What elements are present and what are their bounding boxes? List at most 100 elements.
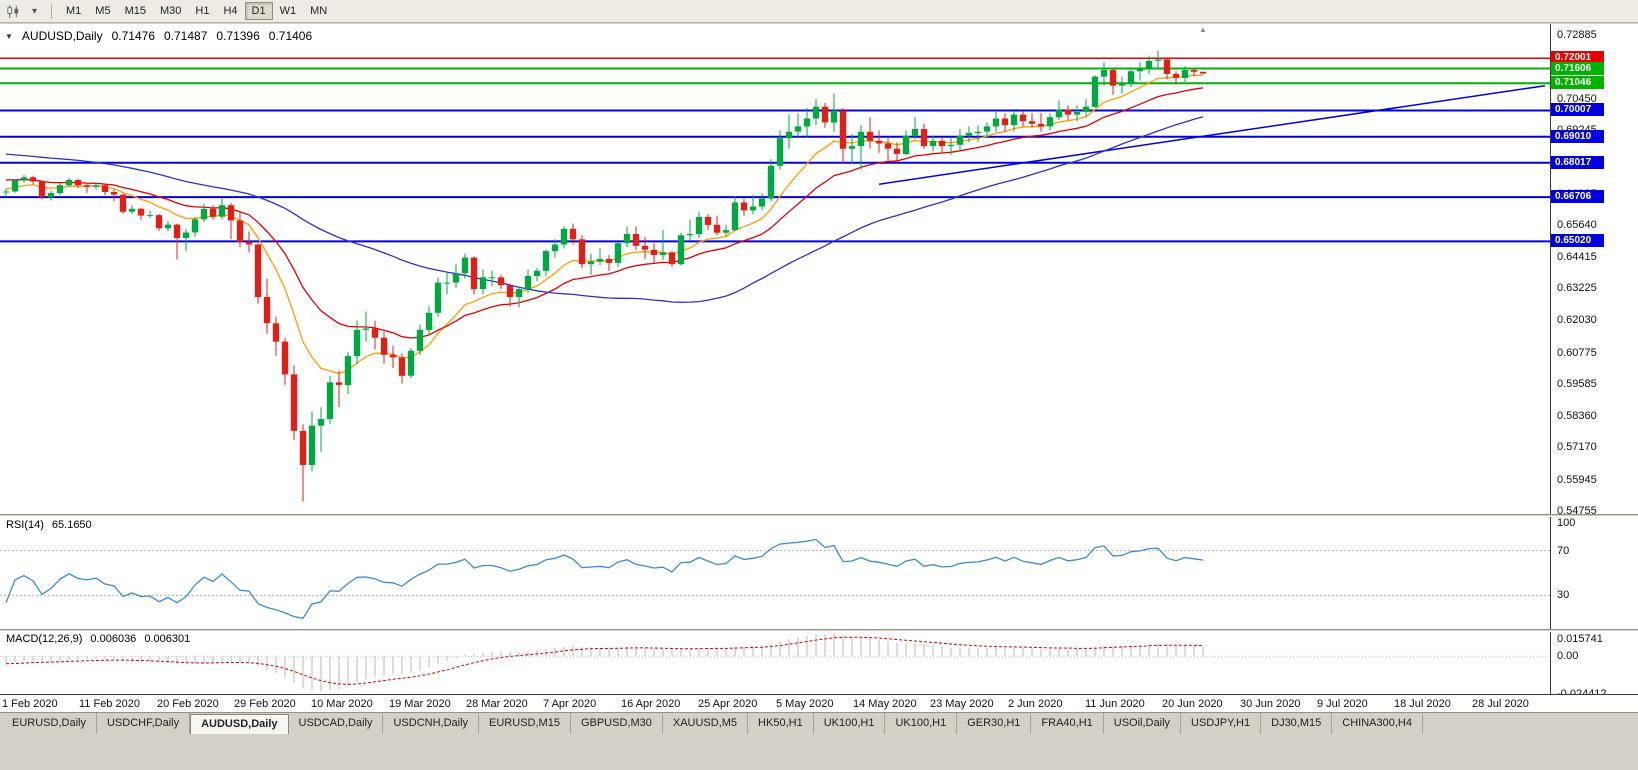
price-level-badge: 0.71046 — [1551, 76, 1604, 89]
panel-splitter-macd[interactable] — [0, 629, 1638, 632]
rsi-axis-label: 30 — [1557, 589, 1570, 601]
macd-histogram-layer — [5, 633, 1204, 692]
time-axis-label: 23 May 2020 — [930, 698, 994, 710]
time-axis-label: 2 Jun 2020 — [1008, 698, 1063, 710]
chart-low-value: 0.71396 — [216, 29, 260, 43]
chart-open-value: 0.71476 — [111, 29, 155, 43]
price-level-badge: 0.71606 — [1551, 62, 1604, 75]
price-level-badge: 0.65020 — [1551, 234, 1604, 247]
chart-tab-xauusd-m5[interactable]: XAUUSD,M5 — [663, 713, 749, 734]
timeframe-button-m1[interactable]: M1 — [66, 5, 82, 17]
time-axis-label: 11 Jun 2020 — [1085, 698, 1145, 710]
time-axis-label: 19 Mar 2020 — [389, 698, 451, 710]
time-axis-label: 29 Feb 2020 — [234, 698, 296, 710]
chart-shift-marker: ▲ — [1199, 25, 1207, 34]
time-axis-label: 25 Apr 2020 — [698, 698, 758, 710]
price-axis-tick: 0.63225 — [1557, 282, 1597, 294]
price-level-badge: 0.72001 — [1551, 51, 1604, 64]
price-axis-border — [1550, 24, 1551, 694]
time-axis-label: 18 Jul 2020 — [1394, 698, 1451, 710]
chart-tab-china300-h4[interactable]: CHINA300,H4 — [1332, 713, 1423, 734]
price-axis-tick: 0.57170 — [1557, 441, 1597, 453]
macd-main-value: 0.006036 — [90, 633, 137, 645]
chart-tab-uk100-h1[interactable]: UK100,H1 — [885, 713, 958, 734]
timeframe-button-m15[interactable]: M15 — [124, 5, 146, 17]
macd-name: MACD(12,26,9) — [6, 633, 83, 645]
time-axis-label: 1 Feb 2020 — [2, 698, 58, 710]
panel-splitter-rsi[interactable] — [0, 514, 1638, 517]
time-axis-label: 30 Jun 2020 — [1240, 698, 1301, 710]
time-axis-label: 28 Mar 2020 — [466, 698, 528, 710]
chart-tab-gbpusd-m30[interactable]: GBPUSD,M30 — [571, 713, 663, 734]
price-axis-tick: 0.65640 — [1557, 219, 1597, 231]
chart-tab-audusd-daily[interactable]: AUDUSD,Daily — [190, 714, 289, 734]
timeframe-button-mn[interactable]: MN — [310, 5, 328, 17]
price-axis-tick: 0.60775 — [1557, 347, 1597, 359]
rsi-panel-svg[interactable] — [0, 517, 1550, 629]
time-axis-label: 28 Jul 2020 — [1472, 698, 1529, 710]
time-axis-label: 11 Feb 2020 — [79, 698, 140, 710]
chart-tab-bar: EURUSD,Daily USDCHF,Daily AUDUSD,Daily USDC… — [0, 712, 1638, 734]
price-axis-tick: 0.55945 — [1557, 474, 1597, 486]
price-axis[interactable]: 0.728850.716950.704500.692450.680250.668… — [1551, 24, 1638, 700]
time-axis-label: 20 Jun 2020 — [1162, 698, 1223, 710]
time-axis[interactable]: 1 Feb 2020 11 Feb 2020 20 Feb 2020 29 Feb 2… — [0, 694, 1638, 712]
price-axis-tick: 0.72885 — [1557, 29, 1597, 41]
toolbar-separator — [51, 3, 52, 19]
candlestick-chart-glyph — [7, 4, 19, 18]
rsi-indicator-label: RSI(14) 65.1650 — [6, 519, 92, 531]
price-axis-tick: 0.58360 — [1557, 410, 1597, 422]
price-level-badge: 0.68017 — [1551, 156, 1604, 169]
chart-symbol-period: AUDUSD,Daily — [21, 29, 103, 43]
macd-signal-value: 0.006301 — [144, 633, 191, 645]
price-axis-tick: 0.64415 — [1557, 251, 1597, 263]
candles-layer — [2, 50, 1207, 502]
chart-tab-ger30-h1[interactable]: GER30,H1 — [957, 713, 1032, 734]
timeframe-button-h4[interactable]: H4 — [223, 5, 238, 17]
time-axis-label: 20 Feb 2020 — [157, 698, 219, 710]
price-axis-tick: 0.70450 — [1557, 93, 1597, 105]
rsi-name: RSI(14) — [6, 519, 44, 531]
chart-tab-hk50-h1[interactable]: HK50,H1 — [748, 713, 814, 734]
rsi-axis-label: 100 — [1557, 517, 1576, 529]
chart-tab-fra40-h1[interactable]: FRA40,H1 — [1031, 713, 1104, 734]
macd-axis-label: 0.00 — [1557, 650, 1579, 662]
price-level-badge: 0.66706 — [1551, 190, 1604, 203]
chart-tab-uk100-h1[interactable]: UK100,H1 — [814, 713, 886, 734]
chart-close-value: 0.71406 — [268, 29, 313, 43]
main-chart-svg[interactable] — [0, 24, 1550, 514]
time-axis-label: 16 Apr 2020 — [621, 698, 681, 710]
chart-tab-usdjpy-h1[interactable]: USDJPY,H1 — [1181, 713, 1262, 734]
timeframe-button-m30[interactable]: M30 — [159, 5, 182, 17]
chart-tab-eurusd-m15[interactable]: EURUSD,M15 — [479, 713, 571, 734]
candlestick-chart-icon[interactable] — [4, 3, 23, 20]
chart-title: ▼ AUDUSD,Daily 0.71476 0.71487 0.71396 0… — [5, 29, 312, 43]
chart-tab-usoil-daily[interactable]: USOil,Daily — [1104, 713, 1182, 734]
time-axis-label: 7 Apr 2020 — [543, 698, 597, 710]
time-axis-label: 5 May 2020 — [776, 698, 834, 710]
chart-tab-eurusd-daily[interactable]: EURUSD,Daily — [2, 713, 97, 734]
macd-panel-svg[interactable] — [0, 632, 1550, 694]
timeframe-button-d1[interactable]: D1 — [244, 2, 273, 20]
rsi-value: 65.1650 — [51, 519, 92, 531]
timeframe-button-h1[interactable]: H1 — [195, 5, 210, 17]
macd-indicator-label: MACD(12,26,9) 0.006036 0.006301 — [6, 633, 190, 645]
time-axis-label: 14 May 2020 — [853, 698, 917, 710]
price-axis-tick: 0.59585 — [1557, 378, 1597, 390]
toolbar: ▾ M1 M5 M15 M30 H1 H4 D1 W1 MN — [0, 0, 1638, 23]
chart-background — [0, 24, 1638, 694]
chart-tab-dj30-m15[interactable]: DJ30,M15 — [1261, 713, 1333, 734]
collapse-indicator-icon[interactable]: ▼ — [5, 31, 13, 41]
timeframe-buttons: M1 M5 M15 M30 H1 H4 D1 W1 MN — [59, 2, 334, 20]
rsi-axis-label: 70 — [1557, 545, 1570, 557]
timeframe-button-w1[interactable]: W1 — [279, 5, 297, 17]
ascending-trendline — [878, 84, 1546, 185]
caret-down-icon[interactable]: ▾ — [31, 5, 38, 17]
chart-tab-usdcnh-daily[interactable]: USDCNH,Daily — [383, 713, 480, 734]
chart-tab-usdchf-daily[interactable]: USDCHF,Daily — [97, 713, 191, 734]
price-level-badge: 0.69010 — [1551, 130, 1604, 143]
chart-tab-usdcad-daily[interactable]: USDCAD,Daily — [289, 713, 384, 734]
timeframe-button-m5[interactable]: M5 — [95, 5, 111, 17]
time-axis-label: 10 Mar 2020 — [311, 698, 373, 710]
